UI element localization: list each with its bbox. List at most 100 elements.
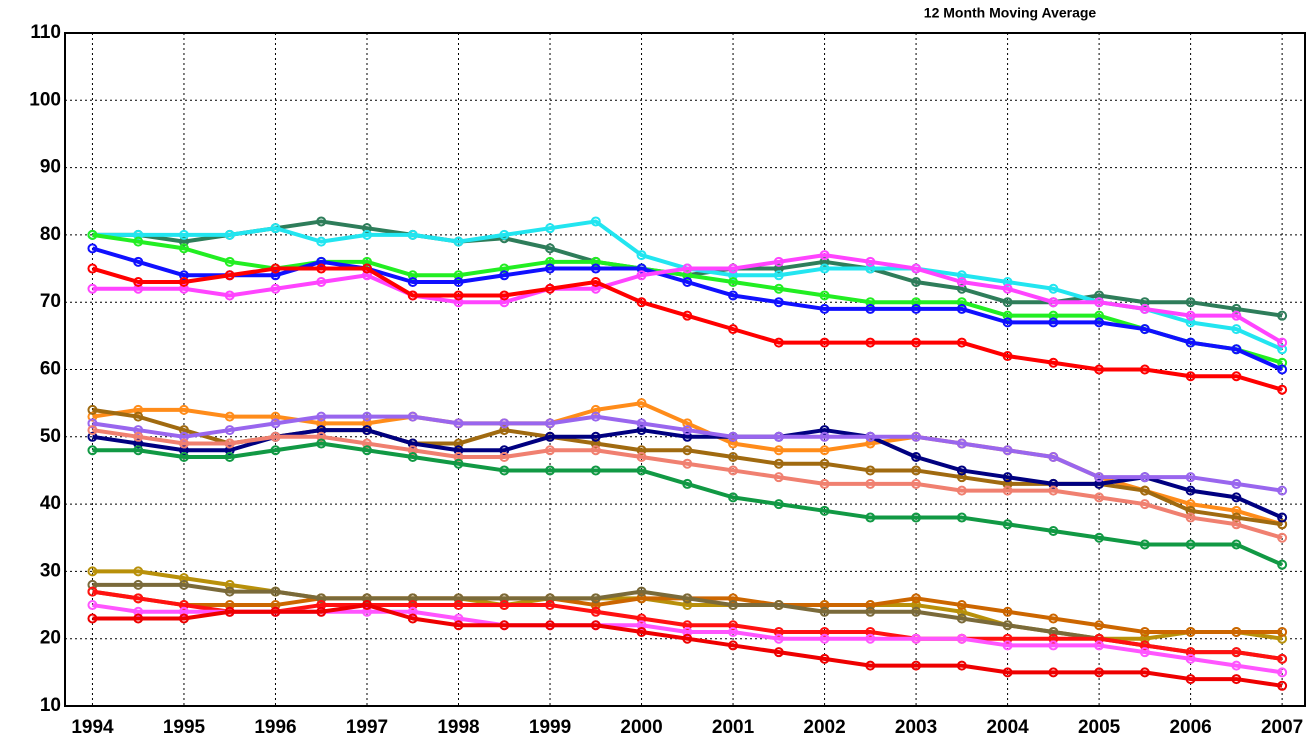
marker bbox=[316, 593, 327, 604]
x-tick-label: 1999 bbox=[529, 717, 571, 738]
marker bbox=[1139, 499, 1150, 510]
marker bbox=[87, 229, 98, 240]
marker bbox=[590, 263, 601, 274]
marker bbox=[956, 606, 967, 617]
marker bbox=[499, 290, 510, 301]
marker bbox=[636, 297, 647, 308]
x-tick-label: 1998 bbox=[437, 717, 479, 738]
marker bbox=[1094, 290, 1105, 301]
marker bbox=[361, 606, 372, 617]
marker bbox=[728, 270, 739, 281]
marker bbox=[1002, 478, 1013, 489]
marker bbox=[133, 606, 144, 617]
marker bbox=[1094, 640, 1105, 651]
marker bbox=[87, 243, 98, 254]
marker bbox=[636, 613, 647, 624]
marker bbox=[87, 586, 98, 597]
marker bbox=[1185, 674, 1196, 685]
marker bbox=[1048, 357, 1059, 368]
marker bbox=[178, 573, 189, 584]
marker bbox=[636, 250, 647, 261]
marker bbox=[499, 418, 510, 429]
marker bbox=[407, 600, 418, 611]
marker bbox=[590, 216, 601, 227]
marker bbox=[773, 297, 784, 308]
marker bbox=[133, 438, 144, 449]
marker bbox=[590, 256, 601, 267]
marker bbox=[682, 425, 693, 436]
marker bbox=[911, 600, 922, 611]
marker bbox=[133, 431, 144, 442]
marker bbox=[316, 438, 327, 449]
marker bbox=[1094, 492, 1105, 503]
marker bbox=[636, 451, 647, 462]
marker bbox=[133, 566, 144, 577]
marker bbox=[133, 593, 144, 604]
series-line bbox=[92, 441, 1283, 567]
marker bbox=[728, 324, 739, 335]
marker bbox=[865, 337, 876, 348]
marker bbox=[682, 478, 693, 489]
chart-title: 12 Month Moving Average bbox=[924, 5, 1097, 21]
marker bbox=[499, 297, 510, 308]
marker bbox=[407, 445, 418, 456]
marker bbox=[956, 337, 967, 348]
marker bbox=[1231, 344, 1242, 355]
marker bbox=[407, 270, 418, 281]
marker bbox=[1139, 485, 1150, 496]
marker bbox=[1185, 647, 1196, 658]
marker bbox=[1277, 559, 1288, 570]
marker bbox=[361, 411, 372, 422]
marker bbox=[270, 431, 281, 442]
series-line bbox=[91, 246, 1283, 372]
marker bbox=[636, 425, 647, 436]
marker bbox=[545, 593, 556, 604]
marker bbox=[1048, 310, 1059, 321]
marker bbox=[773, 283, 784, 294]
marker bbox=[728, 626, 739, 637]
marker bbox=[407, 451, 418, 462]
marker bbox=[133, 277, 144, 288]
marker bbox=[682, 633, 693, 644]
marker bbox=[1002, 472, 1013, 483]
marker bbox=[682, 458, 693, 469]
marker bbox=[133, 283, 144, 294]
marker bbox=[956, 613, 967, 624]
marker bbox=[270, 600, 281, 611]
marker bbox=[316, 425, 327, 436]
marker bbox=[728, 640, 739, 651]
marker bbox=[865, 297, 876, 308]
marker bbox=[1002, 297, 1013, 308]
marker bbox=[728, 290, 739, 301]
marker bbox=[316, 606, 327, 617]
marker bbox=[1277, 667, 1288, 678]
marker bbox=[361, 593, 372, 604]
marker bbox=[1277, 532, 1288, 543]
marker bbox=[1048, 478, 1059, 489]
marker bbox=[224, 606, 235, 617]
marker bbox=[316, 256, 327, 267]
marker bbox=[819, 600, 830, 611]
marker bbox=[1002, 310, 1013, 321]
marker bbox=[499, 465, 510, 476]
x-tick-label: 2003 bbox=[895, 717, 937, 738]
series-line bbox=[92, 428, 1283, 540]
marker bbox=[133, 411, 144, 422]
marker bbox=[819, 425, 830, 436]
marker bbox=[682, 418, 693, 429]
marker bbox=[1002, 445, 1013, 456]
marker bbox=[636, 626, 647, 637]
marker bbox=[865, 626, 876, 637]
marker bbox=[361, 425, 372, 436]
marker bbox=[1231, 371, 1242, 382]
marker bbox=[361, 229, 372, 240]
marker bbox=[1277, 357, 1288, 368]
series-line bbox=[91, 266, 1283, 392]
marker bbox=[1139, 640, 1150, 651]
marker bbox=[1277, 653, 1288, 664]
marker bbox=[773, 458, 784, 469]
marker bbox=[636, 263, 647, 274]
marker bbox=[361, 263, 372, 274]
marker bbox=[1277, 364, 1288, 375]
marker bbox=[224, 290, 235, 301]
